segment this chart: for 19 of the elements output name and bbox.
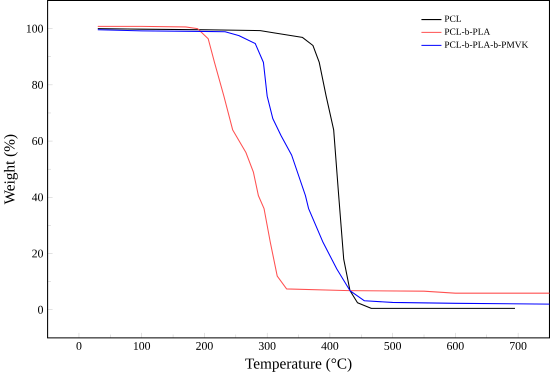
y-tick-label: 100 bbox=[26, 24, 44, 32]
x-tick-label: 0 bbox=[76, 342, 82, 350]
y-tick-label: 40 bbox=[32, 193, 44, 202]
y-tick-label: 60 bbox=[32, 136, 44, 145]
x-tick-label: 100 bbox=[134, 342, 150, 350]
x-tick-label: 600 bbox=[447, 342, 464, 350]
x-tick-label: 300 bbox=[258, 342, 276, 350]
x-tick-label: 500 bbox=[384, 342, 402, 350]
x-tick-label: 700 bbox=[510, 342, 526, 350]
y-axis-title: Weight (%) bbox=[4, 134, 18, 204]
x-tick-label: 200 bbox=[196, 342, 213, 350]
legend-label: PCL-b-PLA-b-PMVK bbox=[444, 41, 528, 48]
x-axis-title: Temperature (°C) bbox=[245, 358, 352, 372]
legend-label: PCL bbox=[444, 15, 461, 22]
x-tick-label: 400 bbox=[321, 342, 338, 350]
y-tick-label: 20 bbox=[32, 249, 44, 258]
legend-label: PCL-b-PLA bbox=[444, 28, 490, 35]
y-tick-label: 0 bbox=[38, 306, 44, 314]
y-tick-label: 80 bbox=[32, 80, 44, 89]
